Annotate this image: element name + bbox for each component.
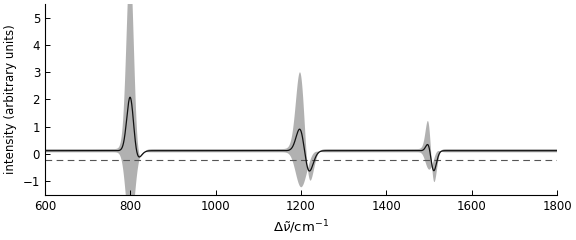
X-axis label: $\Delta\tilde{\nu}$/cm$^{-1}$: $\Delta\tilde{\nu}$/cm$^{-1}$ xyxy=(273,218,329,236)
Y-axis label: intensity (arbitrary units): intensity (arbitrary units) xyxy=(4,25,17,174)
